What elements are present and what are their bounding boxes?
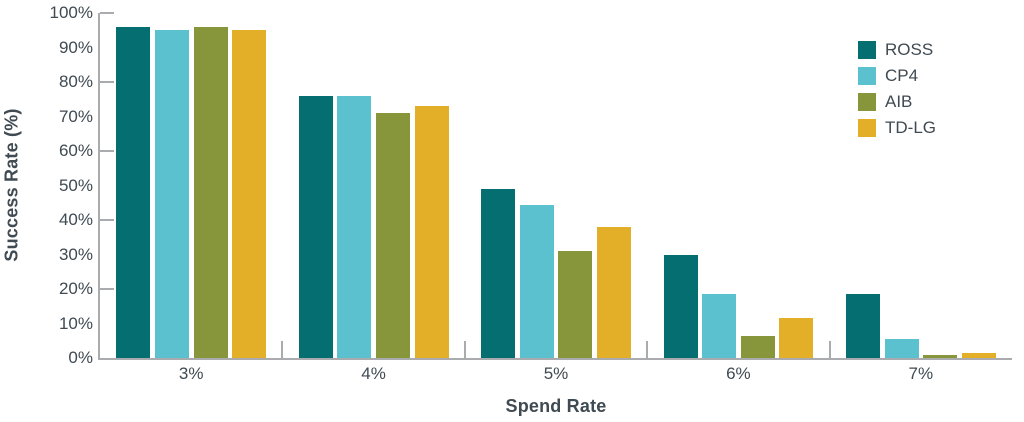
bar-td-lg-5% bbox=[596, 226, 631, 358]
bar-cp4-6% bbox=[702, 294, 737, 358]
x-tick-mark bbox=[828, 341, 831, 358]
x-category-label: 4% bbox=[361, 364, 386, 383]
legend-label: CP4 bbox=[885, 66, 919, 85]
bar-cp4-4% bbox=[337, 95, 372, 358]
legend-item-aib: AIB bbox=[858, 93, 936, 111]
bar-aib-7% bbox=[923, 354, 958, 359]
bar-td-lg-3% bbox=[232, 30, 267, 359]
x-axis-title: Spend Rate bbox=[505, 396, 607, 416]
y-tick-label: 50% bbox=[58, 175, 93, 195]
x-tick-mark bbox=[281, 341, 284, 358]
y-tick-mark bbox=[100, 12, 114, 14]
legend-item-td-lg: TD-LG bbox=[858, 119, 936, 137]
y-tick-mark bbox=[100, 150, 114, 152]
bar-ross-5% bbox=[481, 189, 516, 358]
x-tick-mark bbox=[463, 341, 466, 358]
y-tick-mark bbox=[100, 288, 114, 290]
bar-td-lg-7% bbox=[961, 352, 996, 358]
legend: ROSS CP4 AIB TD-LG bbox=[858, 41, 936, 137]
y-tick-label: 10% bbox=[58, 313, 93, 333]
legend-item-ross: ROSS bbox=[858, 41, 936, 59]
bar-ross-4% bbox=[298, 95, 333, 358]
y-tick-label: 60% bbox=[58, 141, 93, 160]
y-tick-mark bbox=[100, 219, 114, 221]
y-tick-label: 70% bbox=[58, 106, 93, 126]
x-axis-line bbox=[98, 358, 1012, 360]
x-category-label: 7% bbox=[908, 364, 934, 383]
bar-cp4-7% bbox=[884, 339, 919, 358]
legend-swatch-aib bbox=[858, 93, 876, 111]
x-category-label: 3% bbox=[178, 364, 204, 383]
y-tick-label: 100% bbox=[49, 3, 93, 22]
y-tick-label: 90% bbox=[58, 37, 93, 57]
bar-td-lg-4% bbox=[414, 106, 449, 358]
legend-label: TD-LG bbox=[885, 118, 936, 137]
legend-swatch-td-lg bbox=[858, 119, 876, 137]
bar-aib-4% bbox=[375, 113, 410, 358]
bar-td-lg-6% bbox=[779, 318, 814, 358]
y-tick-label: 80% bbox=[58, 72, 93, 91]
x-category-label: 5% bbox=[543, 364, 569, 383]
y-tick-label: 30% bbox=[58, 244, 93, 264]
bar-ross-6% bbox=[663, 254, 698, 358]
legend-swatch-ross bbox=[858, 41, 876, 59]
bar-cp4-5% bbox=[519, 204, 554, 358]
y-axis-line bbox=[98, 13, 100, 360]
bar-aib-3% bbox=[193, 26, 228, 358]
legend-label: AIB bbox=[885, 92, 913, 111]
y-tick-label: 20% bbox=[58, 279, 93, 298]
bar-cp4-3% bbox=[154, 30, 189, 359]
legend-label: ROSS bbox=[885, 40, 934, 59]
y-tick-label: 0% bbox=[68, 348, 93, 367]
x-category-label: 6% bbox=[726, 364, 751, 383]
bar-aib-6% bbox=[740, 335, 775, 358]
legend-item-cp4: CP4 bbox=[858, 67, 936, 85]
y-tick-mark bbox=[100, 81, 114, 83]
y-tick-label: 40% bbox=[58, 210, 93, 229]
bar-ross-7% bbox=[845, 294, 880, 358]
bar-ross-3% bbox=[116, 26, 151, 358]
x-tick-mark bbox=[646, 341, 649, 358]
legend-swatch-cp4 bbox=[858, 67, 876, 85]
bar-aib-5% bbox=[558, 251, 593, 359]
